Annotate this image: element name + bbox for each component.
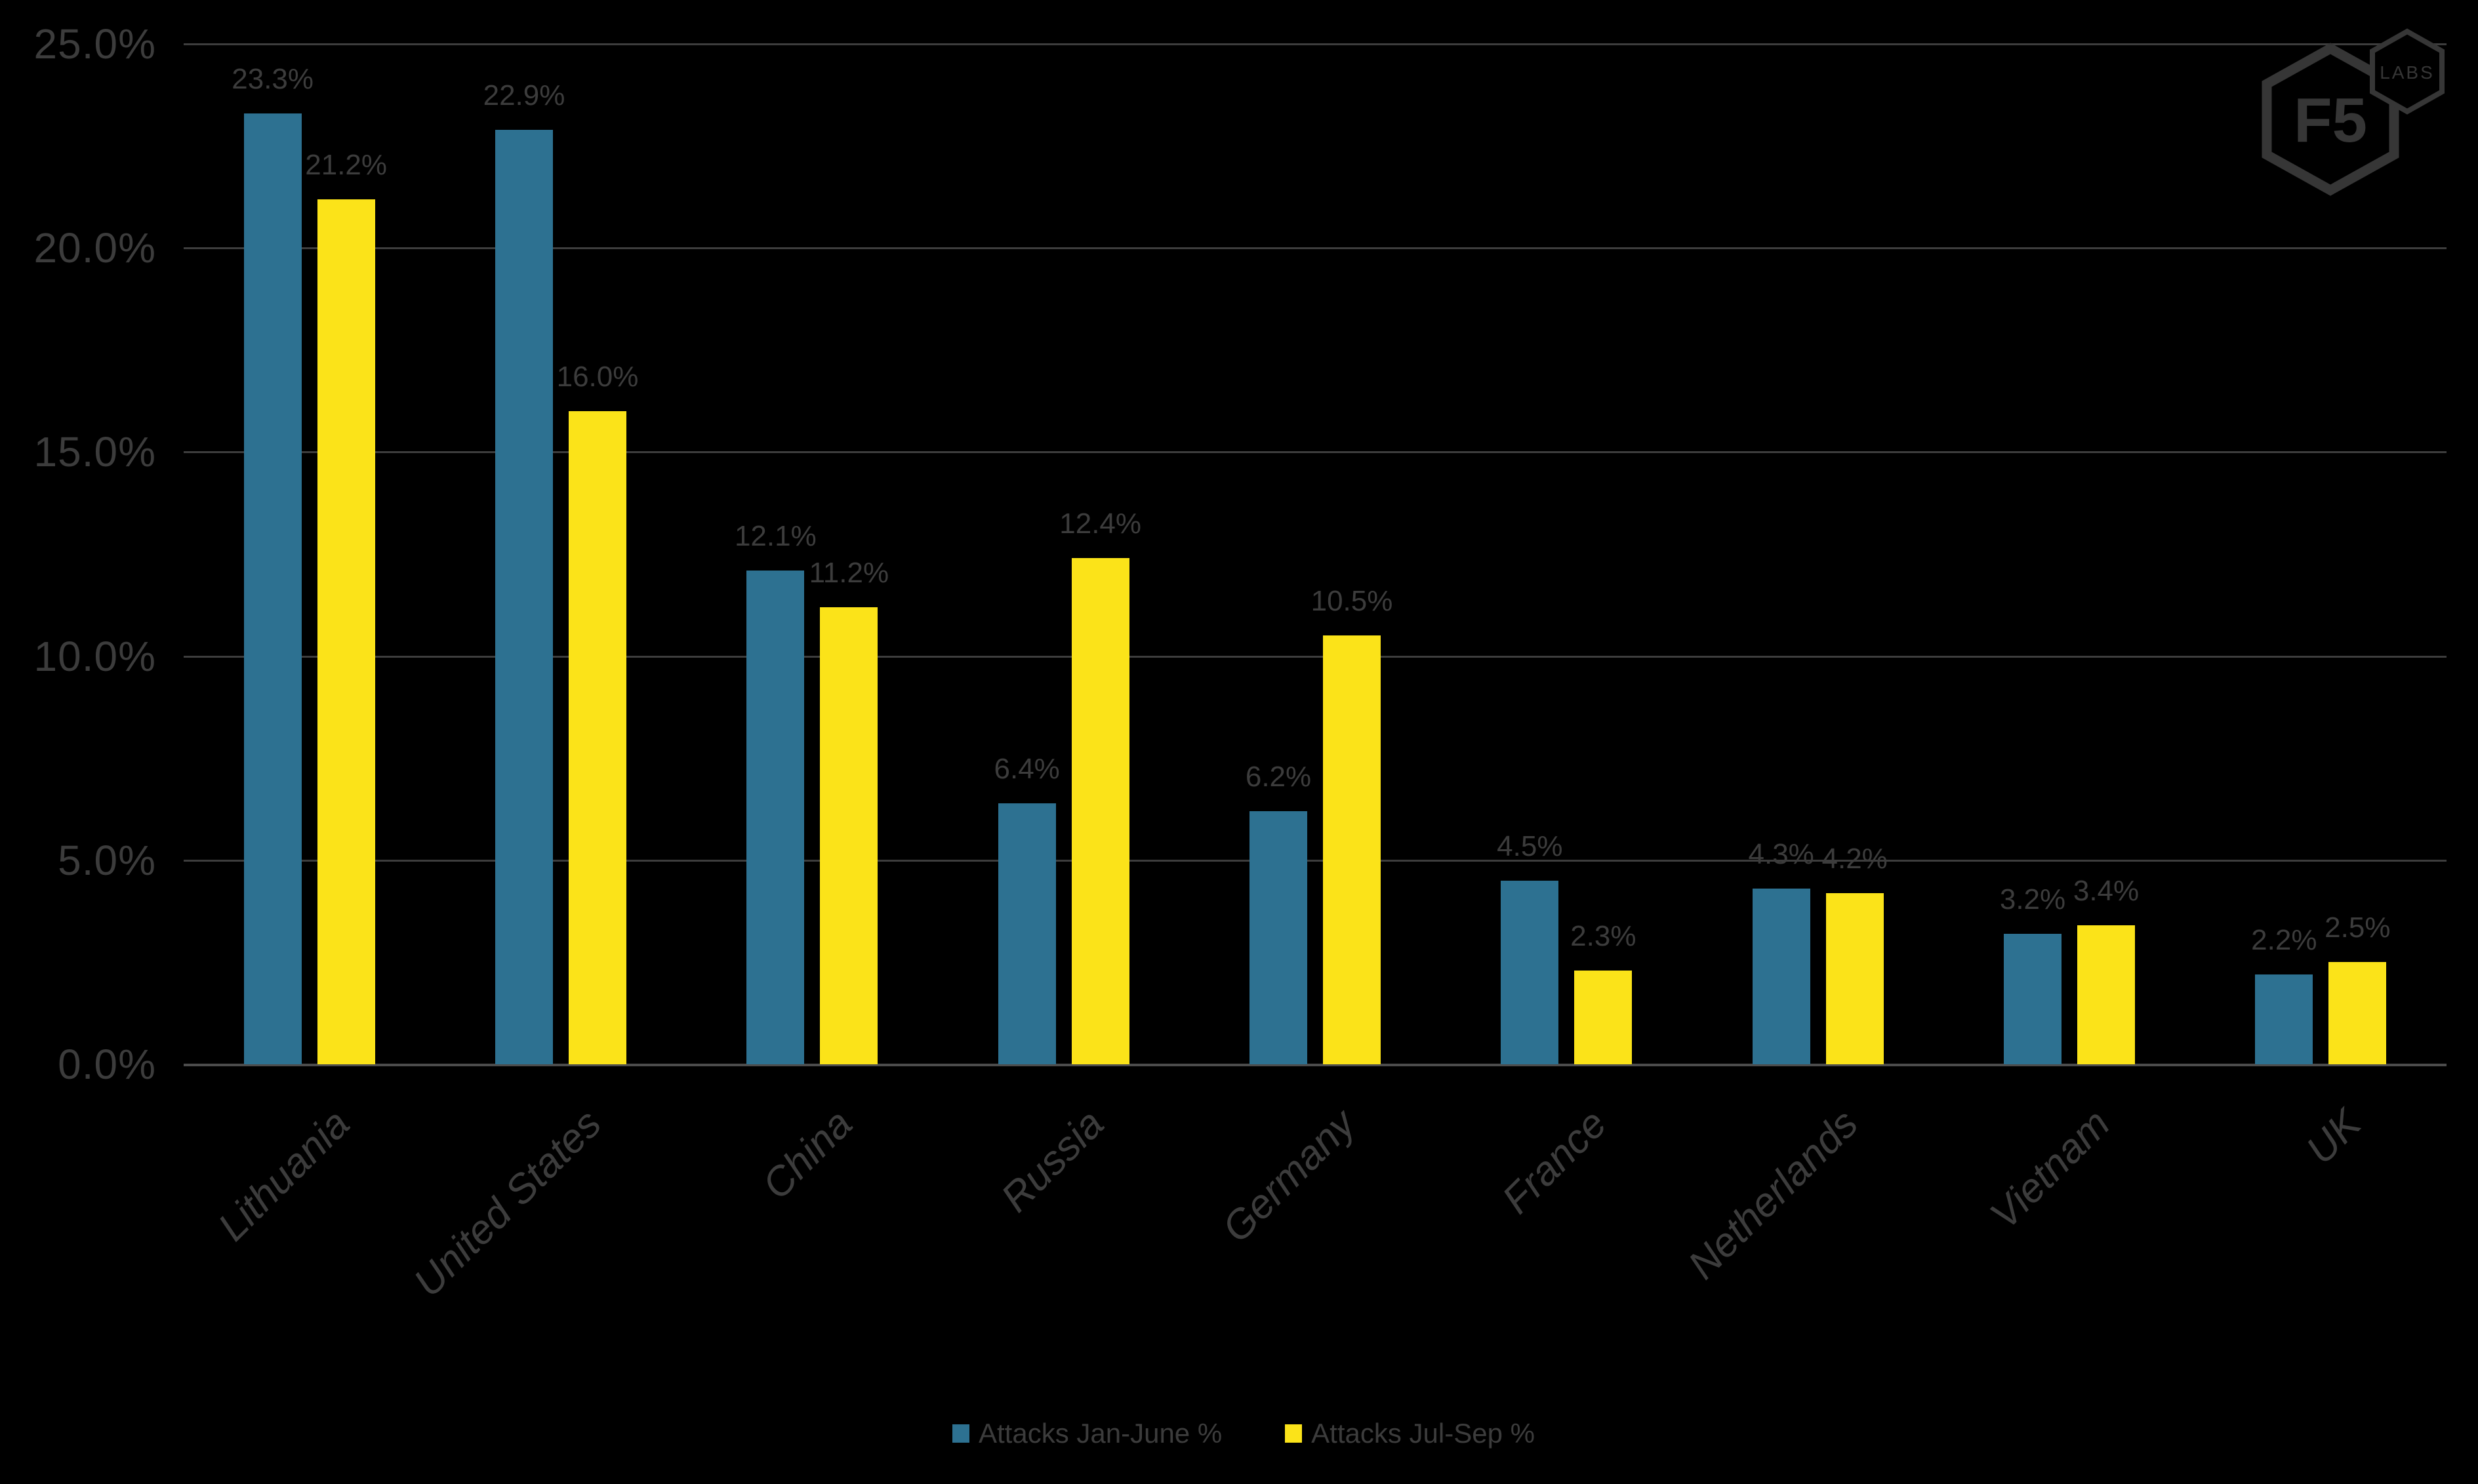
value-label-attacks-jan-june--vietnam: 3.2%: [1999, 883, 2066, 915]
legend-swatch-jan-june: [952, 1424, 969, 1443]
bar-attacks-jan-june--lithuania: [243, 113, 302, 1064]
y-axis-tick-10pct: 10.0%: [33, 632, 156, 680]
value-label-attacks-jul-sep--china: 11.2%: [809, 556, 889, 589]
value-label-attacks-jan-june--china: 12.1%: [734, 519, 817, 552]
labs-logo-text: LABS: [2380, 62, 2435, 83]
bar-attacks-jul-sep--netherlands: [1825, 892, 1884, 1064]
gridline-15pct: [184, 451, 2447, 454]
value-label-attacks-jan-june--lithuania: 23.3%: [232, 62, 314, 95]
value-label-attacks-jan-june--germany: 6.2%: [1245, 761, 1312, 793]
bar-attacks-jan-june--russia: [998, 803, 1056, 1064]
x-axis-label-vietnam: Vietnam: [1981, 1100, 2119, 1238]
bar-attacks-jan-june--united-states: [495, 129, 553, 1064]
x-axis-label-china: China: [754, 1100, 862, 1209]
bar-attacks-jul-sep--germany: [1323, 635, 1381, 1064]
value-label-attacks-jul-sep--united-states: 16.0%: [556, 361, 639, 393]
gridline-5pct: [184, 859, 2447, 862]
bar-attacks-jul-sep--vietnam: [2077, 925, 2135, 1064]
gridline-10pct: [184, 655, 2447, 658]
value-label-attacks-jul-sep--france: 2.3%: [1570, 919, 1636, 952]
f5-labs-logo: F5 LABS: [2262, 28, 2445, 196]
value-label-attacks-jul-sep--uk: 2.5%: [2325, 912, 2391, 944]
x-axis-label-netherlands: Netherlands: [1680, 1100, 1867, 1289]
value-label-attacks-jul-sep--germany: 10.5%: [1310, 585, 1393, 618]
bar-attacks-jul-sep--france: [1574, 970, 1633, 1064]
bar-attacks-jan-june--netherlands: [1752, 889, 1810, 1064]
value-label-attacks-jul-sep--russia: 12.4%: [1059, 508, 1142, 540]
x-axis-label-uk: UK: [2298, 1100, 2370, 1173]
legend-label-jan-june: Attacks Jan-June %: [979, 1418, 1223, 1449]
legend-item-jan-june: Attacks Jan-June %: [952, 1418, 1222, 1449]
bar-attacks-jan-june--germany: [1249, 811, 1307, 1064]
bar-attacks-jul-sep--china: [820, 607, 878, 1064]
labs-hexagon-outline: [2370, 28, 2445, 115]
y-axis-tick-0pct: 0.0%: [58, 1041, 156, 1088]
f5-logo-text: F5: [2294, 85, 2367, 155]
bar-attacks-jan-june--vietnam: [2004, 933, 2062, 1064]
bar-attacks-jan-june--france: [1501, 880, 1559, 1064]
value-label-attacks-jan-june--netherlands: 4.3%: [1748, 838, 1814, 871]
value-label-attacks-jul-sep--vietnam: 3.4%: [2073, 875, 2140, 908]
x-axis-label-france: France: [1493, 1100, 1616, 1223]
y-axis-tick-25pct: 25.0%: [33, 20, 156, 68]
value-label-attacks-jul-sep--lithuania: 21.2%: [305, 148, 388, 181]
bar-attacks-jul-sep--uk: [2328, 962, 2387, 1064]
bar-attacks-jan-june--uk: [2255, 974, 2313, 1064]
legend-item-jul-sep: Attacks Jul-Sep %: [1285, 1418, 1535, 1449]
bar-attacks-jan-june--china: [746, 570, 805, 1064]
gridline-25pct: [184, 43, 2447, 45]
gridline-20pct: [184, 247, 2447, 250]
value-label-attacks-jan-june--uk: 2.2%: [2251, 924, 2317, 957]
x-axis-label-germany: Germany: [1213, 1100, 1364, 1251]
y-axis-tick-20pct: 20.0%: [33, 224, 156, 272]
value-label-attacks-jan-june--united-states: 22.9%: [483, 79, 565, 111]
x-axis-label-lithuania: Lithuania: [209, 1100, 359, 1250]
legend-swatch-jul-sep: [1285, 1424, 1303, 1443]
legend-label-jul-sep: Attacks Jul-Sep %: [1311, 1418, 1535, 1449]
y-axis-tick-15pct: 15.0%: [33, 428, 156, 476]
chart-legend: Attacks Jan-June % Attacks Jul-Sep %: [952, 1418, 1535, 1449]
value-label-attacks-jan-june--russia: 6.4%: [994, 752, 1060, 785]
bar-attacks-jul-sep--russia: [1071, 558, 1129, 1064]
x-axis-label-united-states: United States: [405, 1100, 610, 1306]
bar-attacks-jul-sep--lithuania: [317, 199, 375, 1064]
y-axis-tick-5pct: 5.0%: [58, 836, 156, 884]
value-label-attacks-jul-sep--netherlands: 4.2%: [1821, 842, 1888, 875]
x-axis-label-russia: Russia: [992, 1100, 1113, 1221]
gridline-0pct: [184, 1064, 2447, 1066]
bar-attacks-jul-sep--united-states: [569, 411, 626, 1064]
value-label-attacks-jan-june--france: 4.5%: [1497, 830, 1563, 862]
